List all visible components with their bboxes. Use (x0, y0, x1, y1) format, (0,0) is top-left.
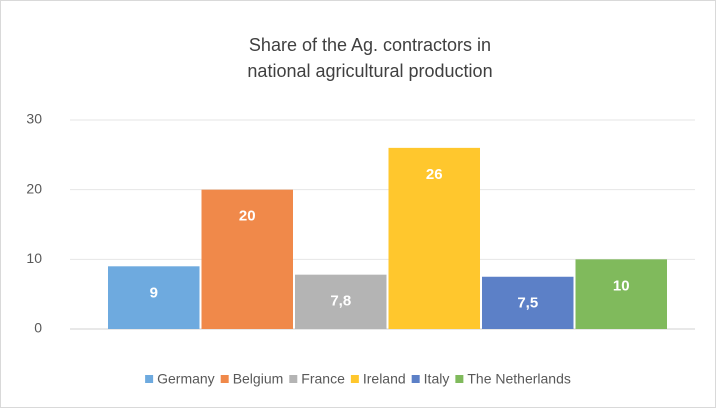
legend-label: Ireland (363, 371, 406, 387)
y-tick-label: 0 (34, 320, 42, 336)
bar (482, 276, 574, 329)
bar (388, 147, 480, 329)
bar (295, 274, 387, 329)
data-label: 7,8 (330, 293, 351, 310)
bar (575, 259, 667, 329)
legend-label: Italy (424, 371, 450, 387)
legend-swatch (220, 375, 229, 383)
data-label: 9 (150, 284, 158, 301)
chart-title: Share of the Ag. contractors in (249, 35, 491, 55)
legend-swatch (350, 375, 359, 383)
y-tick-label: 10 (26, 250, 42, 266)
legend-label: Belgium (233, 371, 284, 387)
data-label: 7,5 (517, 295, 538, 312)
legend-label: Germany (157, 371, 215, 387)
chart-title: national agricultural production (247, 61, 492, 81)
y-tick-label: 30 (26, 111, 42, 127)
y-tick-label: 20 (26, 180, 42, 196)
data-label: 20 (239, 208, 256, 225)
legend-swatch (289, 375, 298, 383)
legend-label: The Netherlands (467, 371, 571, 387)
data-label: 26 (426, 166, 443, 183)
bar (201, 189, 293, 329)
legend-swatch (411, 375, 420, 383)
legend-swatch (455, 375, 464, 383)
legend-label: France (301, 371, 345, 387)
data-label: 10 (613, 277, 630, 294)
legend-swatch (145, 375, 154, 383)
bar (108, 266, 200, 329)
